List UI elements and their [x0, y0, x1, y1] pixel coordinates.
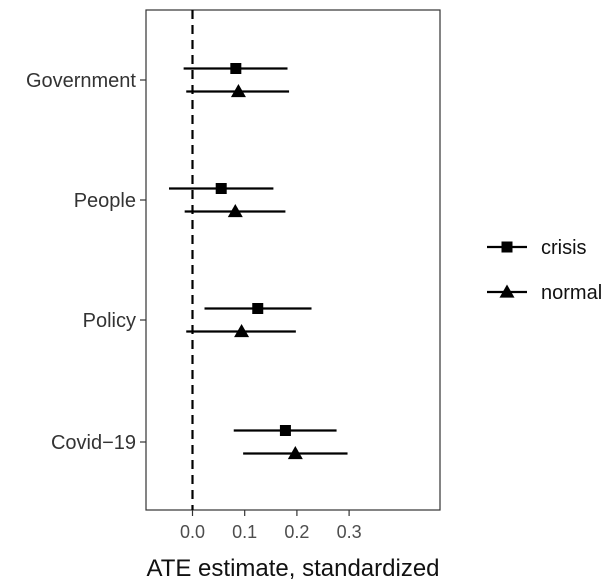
point-estimate-square [279, 425, 291, 436]
point-estimate-triangle [230, 84, 246, 98]
estimate-crisis-people [169, 183, 274, 194]
legend-marker-square [501, 241, 513, 253]
estimate-marks [169, 63, 348, 460]
estimate-normal-policy [186, 324, 296, 338]
x-axis-tick-labels: 0.0 0.1 0.2 0.3 [180, 522, 362, 542]
x-axis-ticks [191, 510, 350, 516]
estimate-normal-covid-19 [243, 446, 348, 460]
legend-item-crisis: crisis [487, 237, 587, 259]
category-ticks [140, 79, 146, 443]
x-tick-label: 0.2 [284, 522, 309, 542]
point-estimate-square [252, 303, 264, 314]
point-estimate-square [215, 183, 227, 194]
category-label-government: Government [26, 70, 136, 92]
x-tick-label: 0.3 [337, 522, 362, 542]
estimate-normal-people [184, 204, 286, 218]
point-estimate-triangle [287, 446, 303, 460]
legend-label: crisis [541, 237, 587, 259]
category-label-policy: Policy [83, 310, 136, 332]
estimate-normal-government [186, 84, 290, 98]
legend-marker-triangle [499, 284, 515, 298]
x-tick-label: 0.1 [232, 522, 257, 542]
point-estimate-triangle [234, 324, 250, 338]
x-axis-title: ATE estimate, standardized [146, 555, 439, 582]
estimate-crisis-government [183, 63, 288, 74]
legend-label: normal [541, 282, 602, 304]
category-labels: Government People Policy Covid−19 [26, 70, 136, 454]
legend-item-normal: normal [487, 282, 602, 304]
point-estimate-square [230, 63, 242, 74]
estimate-crisis-covid-19 [233, 425, 337, 436]
category-label-people: People [74, 190, 136, 212]
category-label-covid-19: Covid−19 [51, 432, 136, 454]
x-tick-label: 0.0 [180, 522, 205, 542]
plot-panel [145, 9, 441, 511]
point-estimate-triangle [227, 204, 243, 218]
legend: crisis normal [487, 237, 602, 304]
estimate-crisis-policy [204, 303, 312, 314]
